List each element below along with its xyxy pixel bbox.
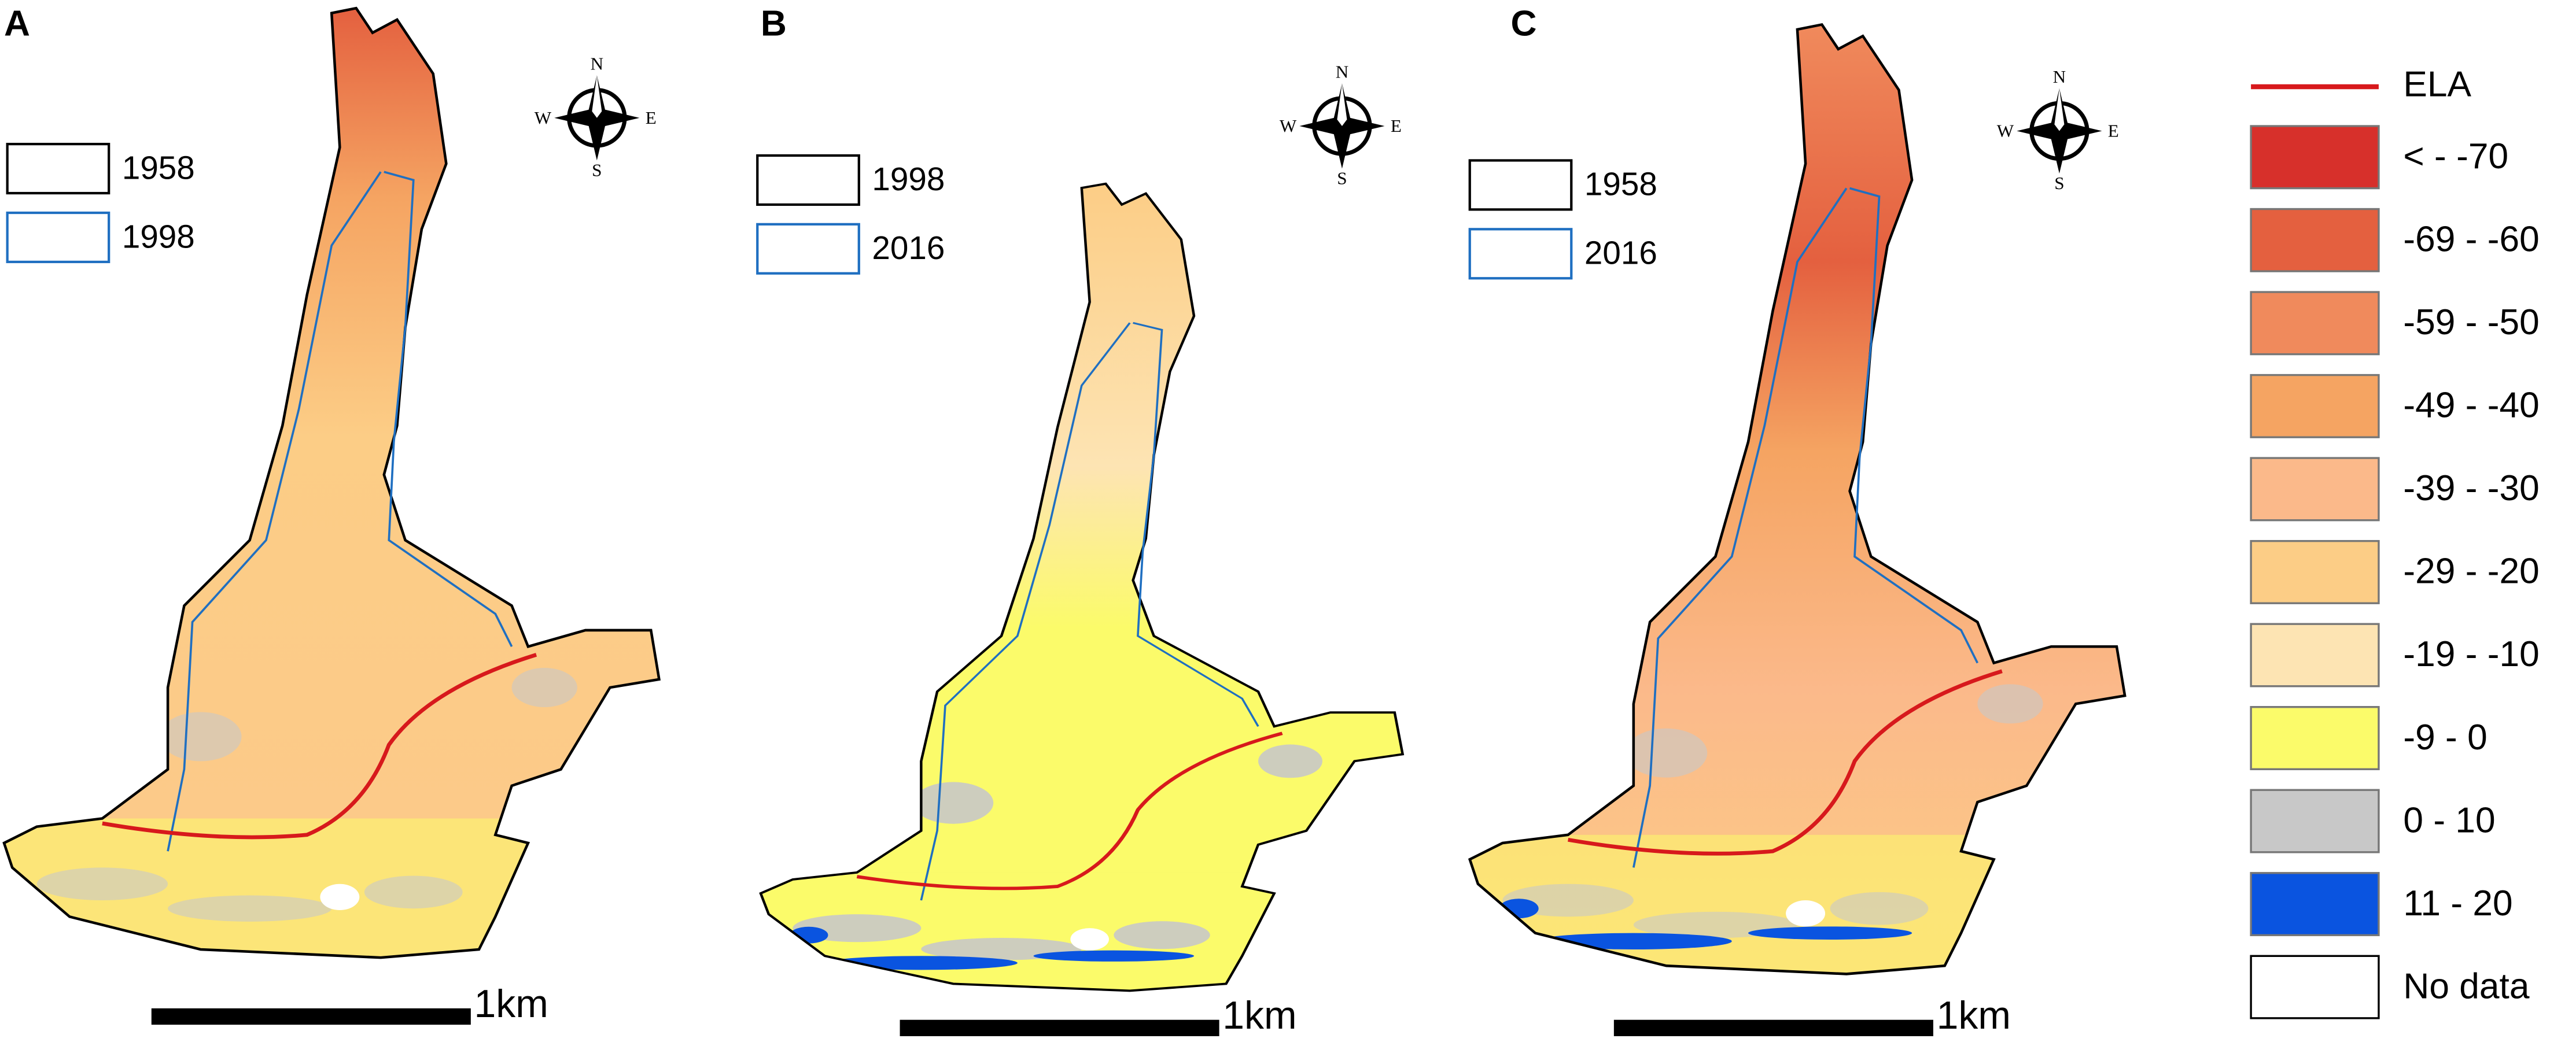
class-label: -39 - -30 — [2403, 468, 2539, 508]
scale-bar — [1613, 1019, 1933, 1037]
compass-n: N — [2053, 66, 2066, 87]
class-swatch — [2250, 789, 2380, 853]
stable-patch — [1977, 684, 2043, 724]
outline-year: 1958 — [122, 149, 195, 186]
outline-key — [1468, 159, 1573, 211]
outline-key — [756, 223, 860, 275]
ela-line — [1568, 669, 2003, 856]
class-swatch — [2250, 872, 2380, 937]
outline-year: 2016 — [872, 230, 945, 266]
class-label: -9 - 0 — [2403, 718, 2487, 757]
no-data-patch — [320, 884, 360, 911]
outline-year: 1998 — [872, 161, 945, 197]
gain-patch — [1748, 926, 1912, 940]
stable-patch — [913, 782, 994, 824]
compass-n: N — [1336, 62, 1348, 82]
stable-patch — [168, 895, 332, 922]
scale-bar — [151, 1008, 471, 1025]
ela-line — [856, 731, 1283, 890]
class-swatch — [2250, 125, 2380, 190]
gain-patch — [1033, 950, 1195, 962]
ela-line — [102, 653, 537, 840]
outline-key — [756, 154, 860, 206]
compass-star — [1299, 83, 1385, 169]
class-label: -69 - -60 — [2403, 220, 2539, 260]
scale-label: 1km — [474, 982, 548, 1026]
glacier-outline-new — [1632, 187, 1978, 868]
stable-patch — [159, 712, 242, 762]
class-swatch — [2250, 374, 2380, 438]
compass-w: W — [1997, 120, 2014, 141]
glacier-fill — [760, 183, 1403, 991]
outline-year: 1958 — [1584, 166, 1657, 202]
class-label: -49 - -40 — [2403, 386, 2539, 426]
compass-star-inner — [2054, 88, 2065, 131]
legend: ELA < - -70 -69 - -60 -59 - -50 -49 - -40 -39… — [2250, 64, 2540, 1019]
compass-w: W — [1280, 116, 1297, 136]
outline-year: 2016 — [1584, 235, 1657, 271]
class-label: < - -70 — [2403, 136, 2508, 176]
class-label: -29 - -20 — [2403, 552, 2539, 592]
compass-star — [554, 75, 640, 161]
class-swatch — [2250, 291, 2380, 356]
class-label: -59 - -50 — [2403, 302, 2539, 342]
compass-e: E — [1391, 116, 1402, 136]
no-data-patch — [1070, 928, 1109, 951]
class-swatch — [2250, 955, 2380, 1019]
outline-key — [6, 143, 110, 195]
class-swatch — [2250, 706, 2380, 770]
compass-w: W — [535, 108, 552, 128]
glacier-outline-new — [920, 321, 1259, 901]
ela-label: ELA — [2403, 64, 2471, 104]
panel-label: C — [1511, 4, 1537, 44]
stable-patch — [364, 875, 463, 909]
change-patches — [760, 744, 1322, 991]
compass: N S E W — [1280, 62, 1402, 188]
stable-patch — [36, 867, 168, 901]
class-label: 0 - 10 — [2403, 800, 2495, 840]
compass-s: S — [592, 160, 602, 180]
compass-e: E — [2108, 120, 2119, 141]
compass-star-inner — [592, 75, 602, 118]
compass-e: E — [646, 108, 657, 128]
stable-patch — [1830, 892, 1929, 925]
stable-patch — [511, 668, 577, 707]
compass: N S E W — [1997, 66, 2119, 193]
class-label: -19 - -10 — [2403, 634, 2539, 674]
compass-star-inner — [1337, 83, 1347, 126]
outline-year: 1998 — [122, 218, 195, 254]
stable-patch — [1625, 728, 1708, 778]
class-label: 11 - 20 — [2403, 884, 2512, 923]
no-data-patch — [1786, 900, 1826, 927]
glacier-map — [761, 184, 1403, 998]
stable-patch — [1114, 921, 1210, 949]
glacier-outline-new — [167, 171, 513, 852]
class-swatch — [2250, 457, 2380, 522]
compass-n: N — [591, 53, 603, 73]
compass-star — [2017, 88, 2102, 174]
stable-patch — [1258, 744, 1322, 778]
compass-s: S — [2054, 173, 2064, 193]
outline-key — [1468, 228, 1573, 280]
class-swatch — [2250, 539, 2380, 604]
panel-label: A — [4, 4, 30, 44]
class-label: No data — [2403, 966, 2529, 1006]
maps: A 1958 1998 1km N S E W B 1998 2016 1km N S E W C 1958 201… — [4, 4, 2125, 1037]
scale-label: 1km — [1222, 993, 1296, 1037]
compass: N S E W — [535, 53, 657, 180]
scale-label: 1km — [1937, 993, 2011, 1037]
panel-label: B — [761, 4, 787, 44]
class-swatch — [2250, 623, 2380, 688]
class-swatch — [2250, 208, 2380, 272]
compass-s: S — [1337, 168, 1347, 188]
outline-key — [6, 211, 110, 264]
scale-bar — [900, 1019, 1219, 1037]
